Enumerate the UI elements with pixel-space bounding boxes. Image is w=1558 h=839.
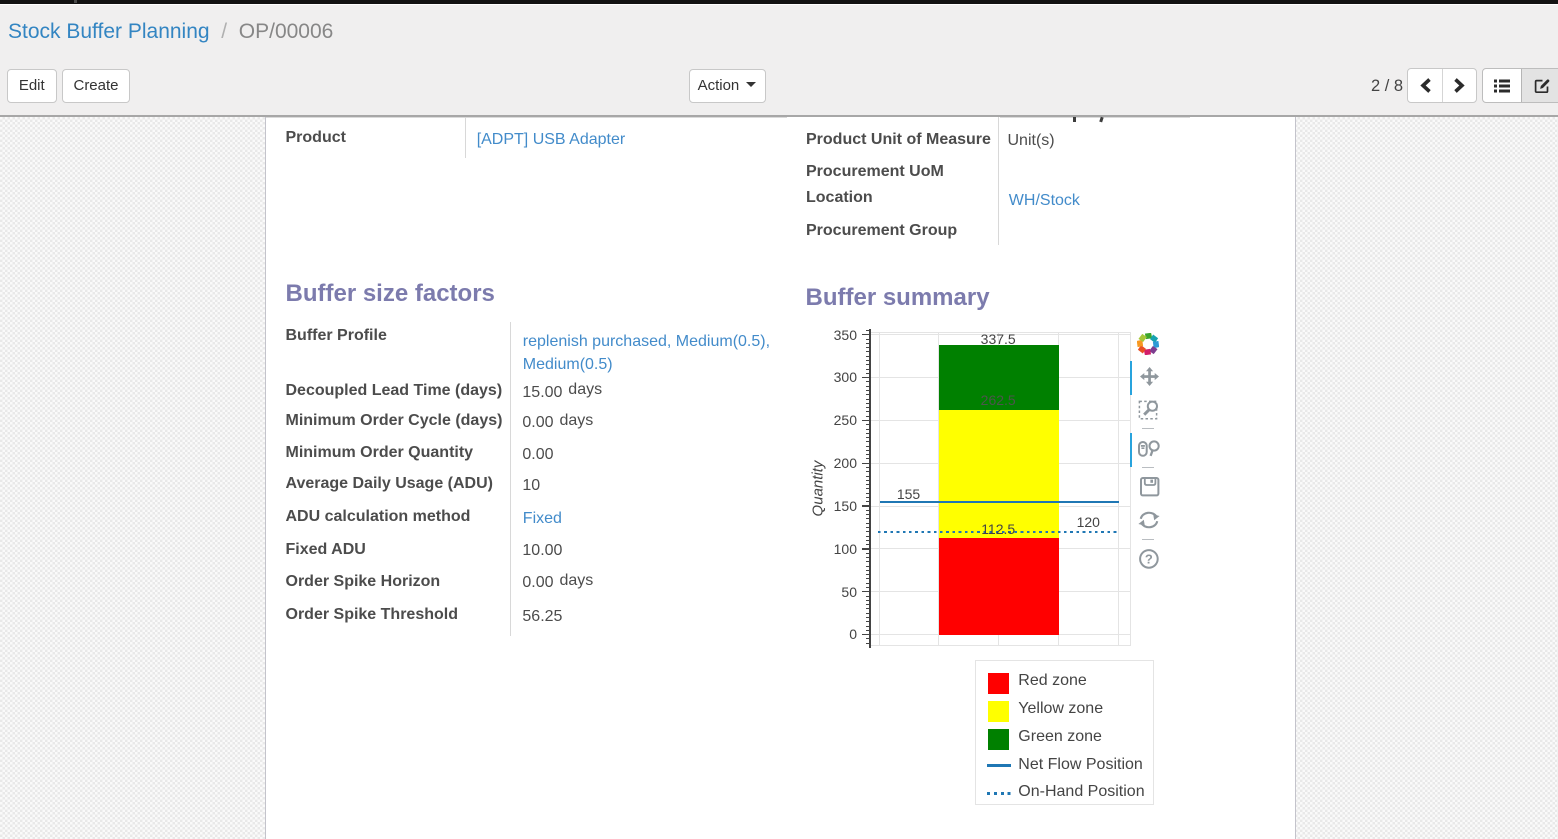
svg-text:?: ?	[1145, 551, 1153, 566]
